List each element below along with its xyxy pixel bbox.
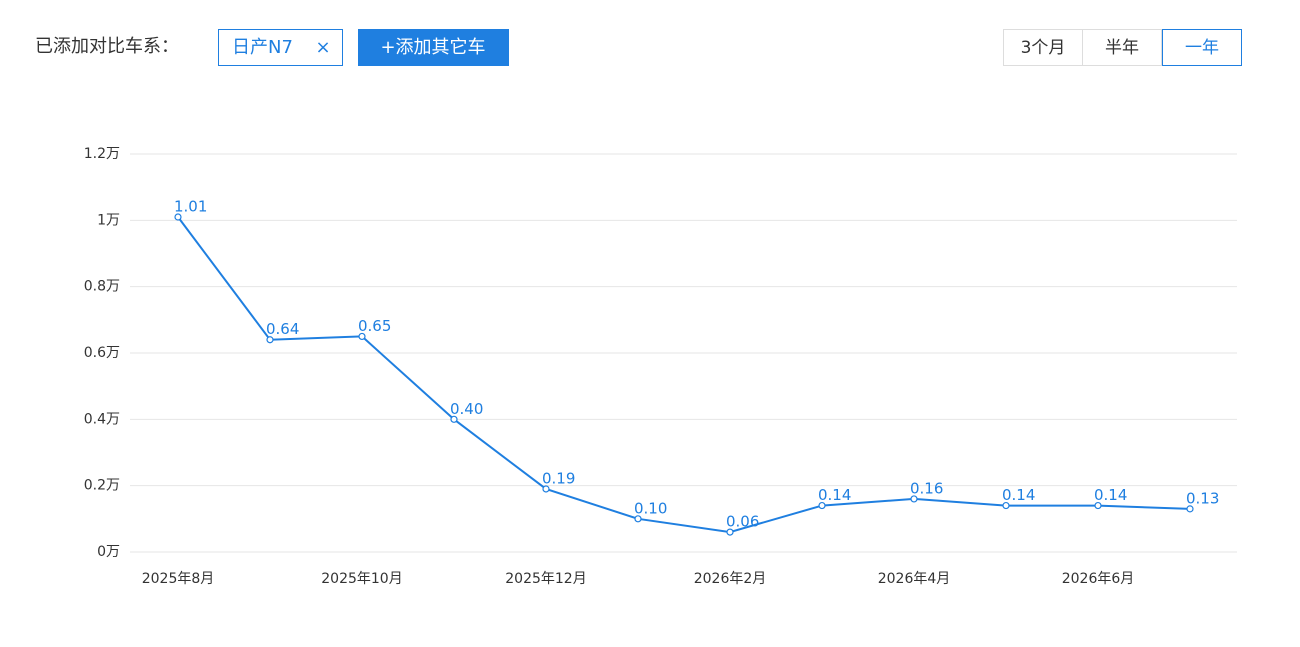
data-label: 0.65 <box>358 317 391 335</box>
y-tick-label: 0万 <box>97 544 120 560</box>
y-tick-label: 0.2万 <box>84 478 120 494</box>
data-label: 0.06 <box>726 513 759 531</box>
y-tick-label: 1万 <box>97 212 120 228</box>
data-label: 0.10 <box>634 499 667 517</box>
range-button[interactable] <box>1082 29 1162 66</box>
data-point <box>174 213 182 221</box>
data-point <box>266 336 274 344</box>
x-tick-label: 2026年4月 <box>878 571 951 587</box>
x-tick-label: 2025年12月 <box>505 571 586 587</box>
data-label: 0.19 <box>542 469 575 487</box>
data-label: 0.14 <box>818 486 851 504</box>
add-button-label[interactable]: +添加其它车 <box>380 37 485 58</box>
x-tick-label: 2025年8月 <box>142 571 215 587</box>
data-point <box>726 528 734 536</box>
range-label[interactable]: 3个月 <box>1021 38 1066 58</box>
y-tick-label: 0.4万 <box>84 411 120 427</box>
data-label: 0.13 <box>1186 489 1219 507</box>
x-tick-label: 2026年2月 <box>694 571 767 587</box>
tag-label: 日产N7 <box>232 37 293 58</box>
compare-label: 已添加对比车系： <box>35 36 179 57</box>
data-label: 0.40 <box>450 400 483 418</box>
data-point <box>910 495 918 503</box>
data-label: 0.64 <box>266 320 299 338</box>
y-tick-label: 0.8万 <box>84 279 120 295</box>
range-label[interactable]: 一年 <box>1185 38 1219 58</box>
data-point <box>450 415 458 423</box>
data-point <box>542 485 550 493</box>
data-label: 1.01 <box>174 198 207 216</box>
tag-close[interactable]: × <box>315 37 330 58</box>
tag-box <box>218 29 343 66</box>
y-tick-label: 1.2万 <box>84 146 120 162</box>
data-point <box>358 332 366 341</box>
data-point <box>634 515 642 523</box>
range-button[interactable] <box>1003 29 1083 66</box>
y-tick-label: 0.6万 <box>84 345 120 361</box>
data-label: 0.14 <box>1002 486 1035 504</box>
x-tick-label: 2025年10月 <box>321 571 402 587</box>
add-button[interactable] <box>358 29 509 66</box>
x-tick-label: 2026年6月 <box>1062 571 1135 587</box>
range-button[interactable] <box>1162 29 1242 66</box>
data-point <box>818 501 826 510</box>
data-label: 0.14 <box>1094 486 1127 504</box>
data-label: 0.16 <box>910 479 943 497</box>
range-label[interactable]: 半年 <box>1105 38 1139 58</box>
series-line <box>177 216 1191 534</box>
data-point <box>1002 501 1010 510</box>
data-point <box>1186 505 1194 513</box>
data-point <box>1094 501 1102 510</box>
